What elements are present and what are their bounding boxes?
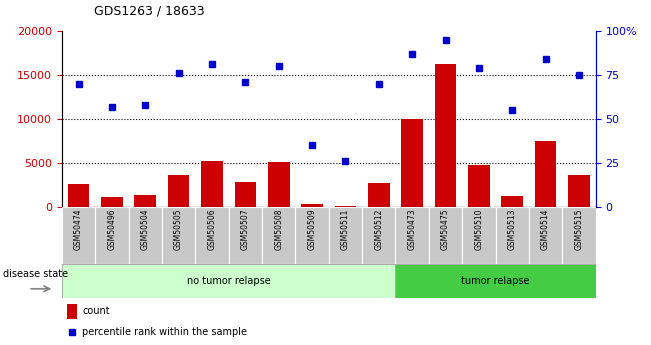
Bar: [301, 204, 323, 207]
Text: no tumor relapse: no tumor relapse: [187, 276, 271, 286]
Bar: [362, 207, 396, 264]
Bar: [95, 207, 129, 264]
Bar: [262, 207, 296, 264]
Bar: [368, 183, 390, 207]
Bar: [462, 207, 495, 264]
Text: GSM50509: GSM50509: [307, 209, 316, 250]
Text: GSM50506: GSM50506: [208, 209, 217, 250]
Bar: [101, 197, 123, 207]
Bar: [501, 196, 523, 207]
Bar: [495, 207, 529, 264]
Bar: [396, 207, 429, 264]
Bar: [168, 175, 189, 207]
Bar: [62, 207, 95, 264]
Text: GSM50513: GSM50513: [508, 209, 517, 250]
Bar: [195, 207, 229, 264]
Text: GSM50512: GSM50512: [374, 209, 383, 250]
Bar: [562, 207, 596, 264]
Bar: [335, 206, 356, 207]
Bar: [201, 161, 223, 207]
Bar: [529, 207, 562, 264]
Bar: [468, 165, 490, 207]
Bar: [62, 264, 396, 298]
Bar: [268, 162, 290, 207]
Text: GSM50473: GSM50473: [408, 209, 417, 250]
Text: percentile rank within the sample: percentile rank within the sample: [82, 327, 247, 337]
Bar: [162, 207, 195, 264]
Bar: [396, 264, 596, 298]
Bar: [229, 207, 262, 264]
Text: GSM50505: GSM50505: [174, 209, 183, 250]
Text: count: count: [82, 306, 110, 316]
Bar: [401, 119, 423, 207]
Text: GDS1263 / 18633: GDS1263 / 18633: [94, 4, 205, 17]
Text: GSM50515: GSM50515: [574, 209, 583, 250]
Text: GSM50514: GSM50514: [541, 209, 550, 250]
Text: GSM50507: GSM50507: [241, 209, 250, 250]
Text: tumor relapse: tumor relapse: [462, 276, 530, 286]
Text: GSM50474: GSM50474: [74, 209, 83, 250]
Text: disease state: disease state: [3, 269, 68, 279]
Bar: [68, 184, 89, 207]
Bar: [429, 207, 462, 264]
Bar: [67, 304, 77, 319]
Text: GSM50496: GSM50496: [107, 209, 117, 250]
Bar: [568, 175, 590, 207]
Bar: [296, 207, 329, 264]
Bar: [329, 207, 362, 264]
Text: GSM50504: GSM50504: [141, 209, 150, 250]
Text: GSM50510: GSM50510: [475, 209, 484, 250]
Bar: [134, 195, 156, 207]
Bar: [234, 183, 256, 207]
Bar: [435, 65, 456, 207]
Bar: [128, 207, 162, 264]
Text: GSM50475: GSM50475: [441, 209, 450, 250]
Bar: [534, 141, 557, 207]
Text: GSM50508: GSM50508: [274, 209, 283, 250]
Text: GSM50511: GSM50511: [341, 209, 350, 250]
